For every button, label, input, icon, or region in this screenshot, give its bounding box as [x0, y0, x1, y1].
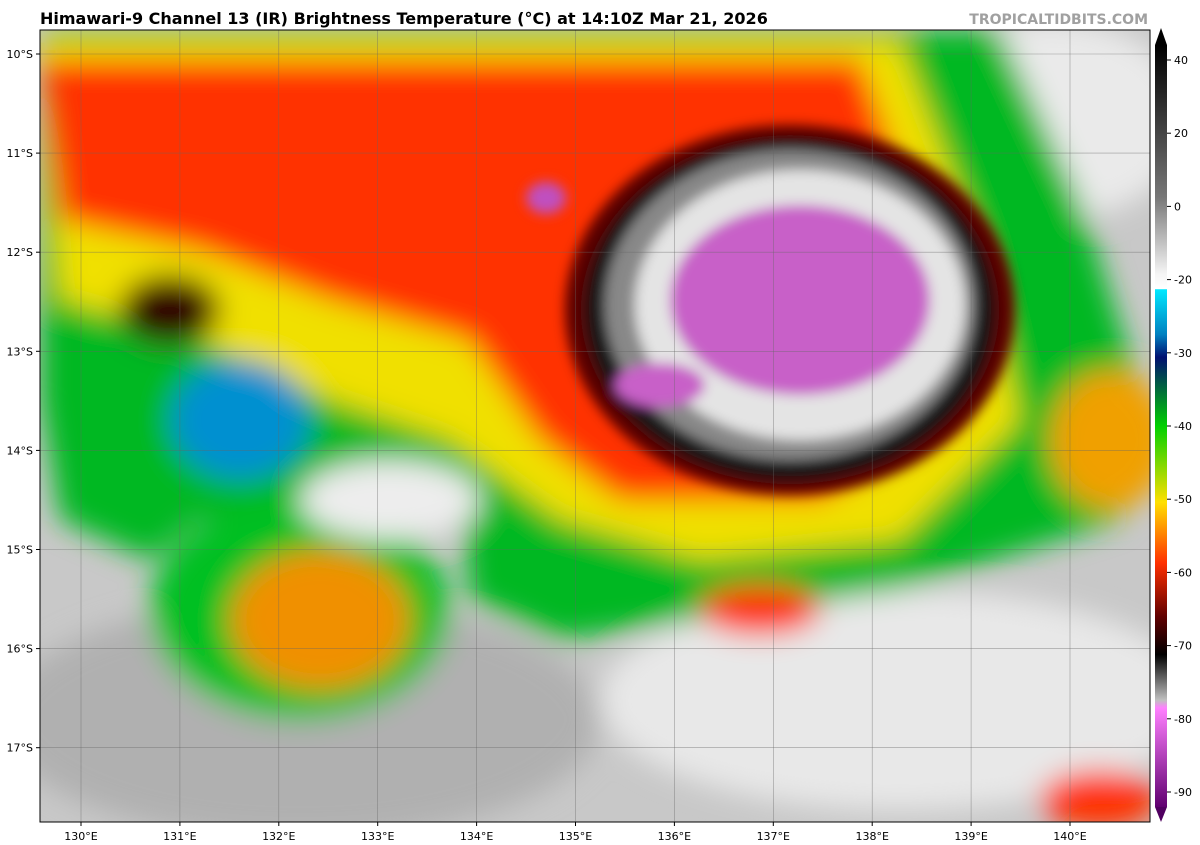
lon-label: 135°E: [559, 830, 592, 843]
lon-label: 134°E: [460, 830, 493, 843]
colorbar-label: -30: [1174, 347, 1192, 360]
map-frame: [39, 29, 1151, 823]
colorbar-label: -60: [1174, 566, 1192, 579]
lon-label: 139°E: [954, 830, 987, 843]
colorbar-label: -20: [1174, 274, 1192, 287]
colorbar-label: -90: [1174, 786, 1192, 799]
colorbar-label: -40: [1174, 420, 1192, 433]
graticule: [36, 30, 1150, 826]
lat-label: 16°S: [7, 643, 33, 656]
satellite-image: [40, 30, 1150, 822]
lon-label: 130°E: [64, 830, 97, 843]
credit: TROPICALTIDBITS.COM: [969, 12, 1148, 28]
lon-label: 137°E: [757, 830, 790, 843]
colorbar-label: 20: [1174, 127, 1188, 140]
colorbar-label: -50: [1174, 493, 1192, 506]
lon-label: 132°E: [262, 830, 295, 843]
lat-label: 10°S: [7, 48, 33, 61]
lon-label: 133°E: [361, 830, 394, 843]
lat-label: 12°S: [7, 246, 33, 259]
colorbar-label: 0: [1174, 200, 1181, 213]
lat-label: 14°S: [7, 444, 33, 457]
lat-label: 17°S: [7, 742, 33, 755]
lat-label: 13°S: [7, 345, 33, 358]
colorbar: [1155, 28, 1167, 822]
lon-label: 138°E: [855, 830, 888, 843]
colorbar-label: -70: [1174, 640, 1192, 653]
colorbar-label: 40: [1174, 54, 1188, 67]
lon-label: 140°E: [1053, 830, 1086, 843]
title: Himawari-9 Channel 13 (IR) Brightness Te…: [40, 9, 768, 28]
lon-label: 136°E: [658, 830, 691, 843]
lat-label: 11°S: [7, 147, 33, 160]
lat-label: 15°S: [7, 544, 33, 557]
colorbar-label: -80: [1174, 713, 1192, 726]
lon-label: 131°E: [163, 830, 196, 843]
